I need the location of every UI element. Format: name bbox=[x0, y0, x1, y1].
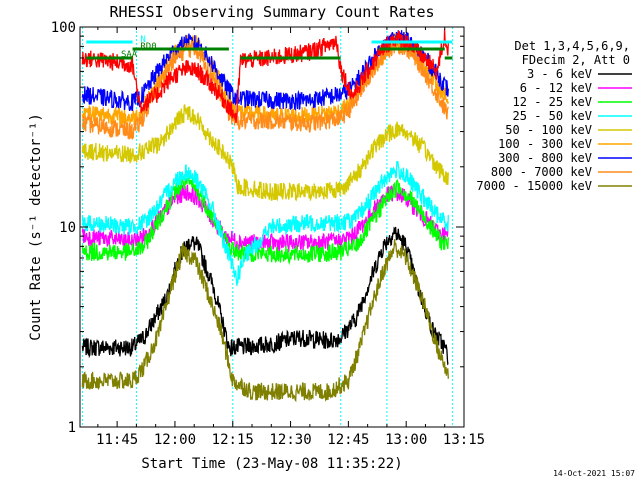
series-line bbox=[81, 184, 449, 253]
axis-ticks: 11:45 12:00 12:15 12:30 12:45 13:00 13:15 1 10 10… bbox=[51, 20, 485, 448]
x-tick-label: 13:00 bbox=[385, 432, 427, 448]
flag-label-rd0: RD0 bbox=[140, 42, 156, 52]
legend-label: 25 - 50 keV bbox=[513, 109, 592, 123]
legend-label: 800 - 7000 keV bbox=[491, 165, 592, 179]
legend-label: 7000 - 15000 keV bbox=[476, 179, 592, 193]
series-line bbox=[81, 173, 449, 266]
series-1 bbox=[81, 226, 449, 366]
series-line bbox=[81, 104, 449, 202]
footer-timestamp: 14-Oct-2021 15:07 bbox=[553, 469, 635, 478]
series-2 bbox=[81, 184, 449, 253]
x-tick-label: 12:45 bbox=[327, 432, 369, 448]
legend-label: 50 - 100 keV bbox=[505, 123, 592, 137]
y-tick-label: 100 bbox=[51, 20, 76, 36]
legend-label: 12 - 25 keV bbox=[513, 95, 592, 109]
series-line bbox=[81, 160, 449, 286]
x-tick-label: 12:15 bbox=[212, 432, 254, 448]
legend: Det 1,3,4,5,6,9,FDecim 2, Att 03 - 6 keV… bbox=[476, 39, 632, 193]
x-tick-label: 11:45 bbox=[96, 432, 138, 448]
y-axis-label: Count Rate (s⁻¹ detector⁻¹) bbox=[28, 113, 44, 341]
series-3 bbox=[81, 173, 449, 266]
legend-label: 100 - 300 keV bbox=[498, 137, 592, 151]
series-5 bbox=[81, 104, 449, 202]
x-tick-label: 13:15 bbox=[443, 432, 485, 448]
legend-header-line: FDecim 2, Att 0 bbox=[522, 53, 630, 67]
legend-label: 6 - 12 keV bbox=[520, 81, 592, 95]
x-tick-label: 12:00 bbox=[154, 432, 196, 448]
x-axis-label: Start Time (23-May-08 11:35:22) bbox=[141, 456, 402, 472]
series-4 bbox=[81, 160, 449, 286]
chart-title: RHESSI Observing Summary Count Rates bbox=[109, 3, 434, 21]
legend-label: 3 - 6 keV bbox=[527, 67, 592, 81]
series-line bbox=[81, 226, 449, 366]
legend-header-line: Det 1,3,4,5,6,9, bbox=[514, 39, 630, 53]
series-line bbox=[81, 239, 449, 403]
x-tick-label: 12:30 bbox=[269, 432, 311, 448]
y-tick-label: 10 bbox=[59, 220, 76, 236]
flag-label-saa: SAA bbox=[121, 50, 138, 60]
legend-label: 300 - 800 keV bbox=[498, 151, 592, 165]
flag-label-n: N bbox=[140, 35, 145, 45]
y-tick-label: 1 bbox=[68, 420, 76, 436]
series-9 bbox=[81, 239, 449, 403]
